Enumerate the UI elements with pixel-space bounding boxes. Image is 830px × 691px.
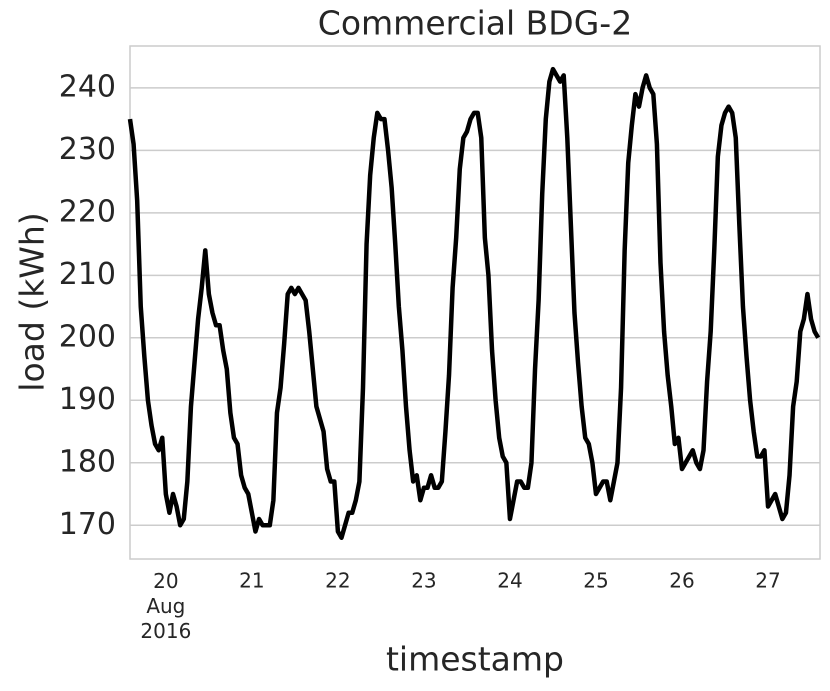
plot-frame [129,45,821,560]
y-tick-label: 220 [59,194,116,229]
y-tick-label: 230 [59,132,116,167]
chart-title: Commercial BDG-2 [318,4,632,43]
y-tick-label: 190 [59,382,116,417]
y-axis-label: load (kWh) [13,212,52,391]
y-tick-label: 240 [59,69,116,104]
x-tick-label: 20 Aug 2016 [140,569,191,643]
x-axis-label: timestamp [386,640,564,679]
x-tick-label: 25 [583,569,608,593]
x-tick-label: 27 [755,569,780,593]
line-series [127,66,821,541]
y-tick-label: 170 [59,507,116,542]
x-tick-label: 24 [497,569,522,593]
y-tick-label: 180 [59,444,116,479]
x-tick-label: 22 [325,569,350,593]
x-tick-label: 21 [239,569,264,593]
x-tick-label: 23 [411,569,436,593]
y-tick-label: 210 [59,257,116,292]
x-tick-label: 26 [669,569,694,593]
y-tick-label: 200 [59,319,116,354]
